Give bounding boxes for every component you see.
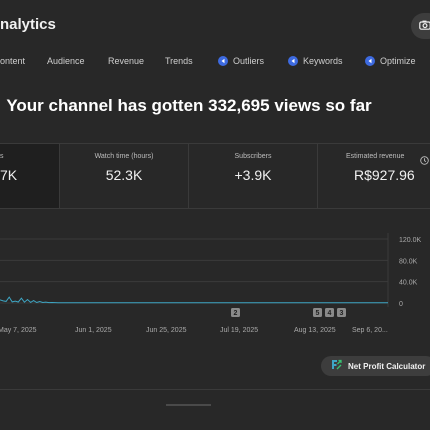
y-tick-label: 80.0K bbox=[399, 258, 418, 265]
tab-label: ontent bbox=[0, 56, 26, 66]
video-marker-label: 2 bbox=[234, 310, 238, 317]
tab-revenue[interactable]: Revenue bbox=[108, 56, 144, 66]
card-divider bbox=[59, 144, 60, 208]
calculator-label: Net Profit Calculator bbox=[348, 361, 426, 371]
metric-value: R$927.96 bbox=[354, 167, 415, 183]
tab-content[interactable]: ontent bbox=[0, 56, 25, 66]
channel-views-headline: Your channel has gotten 332,695 views so… bbox=[6, 96, 372, 115]
video-marker-label: 4 bbox=[328, 310, 332, 317]
tab-label: Revenue bbox=[108, 56, 145, 66]
video-marker-box bbox=[231, 308, 240, 317]
camera-icon bbox=[419, 17, 430, 35]
net-profit-calculator-button[interactable]: Net Profit Calculator bbox=[321, 356, 430, 376]
series-line bbox=[0, 296, 388, 304]
video-marker[interactable]: 2 bbox=[231, 308, 240, 317]
upload-button[interactable] bbox=[411, 13, 430, 39]
metric-value: 7K bbox=[0, 167, 18, 183]
video-marker-box bbox=[313, 308, 322, 317]
x-tick-label: Aug 13, 2025 bbox=[294, 327, 336, 334]
x-tick-label: Jun 25, 2025 bbox=[146, 327, 187, 334]
plugin-icon bbox=[218, 56, 228, 66]
metric-card-views[interactable]: s 7K bbox=[0, 144, 59, 208]
video-marker-label: 5 bbox=[316, 310, 320, 317]
tab-label: Keywords bbox=[303, 56, 343, 66]
metric-cards: s 7K Watch time (hours) 52.3K Subscriber… bbox=[0, 143, 430, 209]
tab-label: Optimize bbox=[380, 56, 416, 66]
video-marker[interactable]: 5 bbox=[313, 308, 322, 317]
plugin-icon bbox=[288, 56, 298, 66]
tab-label: Outliers bbox=[233, 56, 265, 66]
y-tick-label: 40.0K bbox=[399, 280, 418, 287]
metric-value: 52.3K bbox=[105, 167, 143, 183]
video-marker-label: 3 bbox=[340, 310, 344, 317]
bottom-scroll-indicator[interactable] bbox=[166, 404, 211, 406]
y-tick-label: 120.0K bbox=[399, 237, 422, 244]
tab-trends[interactable]: Trends bbox=[165, 56, 193, 66]
metric-value: +3.9K bbox=[234, 167, 272, 183]
tab-bar: ontent Audience Revenue Trends Outliers … bbox=[0, 50, 430, 76]
top-bar: nalytics bbox=[0, 0, 430, 50]
x-tick-label: Sep 6, 20... bbox=[352, 327, 388, 334]
metric-label: Subscribers bbox=[234, 153, 272, 160]
metric-card-subscribers[interactable]: Subscribers +3.9K bbox=[189, 144, 317, 208]
tab-label: Audience bbox=[47, 56, 85, 66]
video-marker[interactable]: 3 bbox=[337, 308, 346, 317]
metric-label: Estimated revenue bbox=[346, 153, 405, 160]
tab-optimize[interactable]: Optimize bbox=[365, 56, 416, 66]
section-divider bbox=[0, 389, 430, 390]
video-marker-box bbox=[325, 308, 334, 317]
info-icon[interactable] bbox=[420, 152, 429, 170]
video-marker[interactable]: 4 bbox=[325, 308, 334, 317]
line-chart: 120.0K 80.0K 40.0K 0 May 7, 2025 Jun 1, 2025 J… bbox=[0, 233, 422, 334]
tab-audience[interactable]: Audience bbox=[47, 56, 85, 66]
tab-label: Trends bbox=[165, 56, 193, 66]
page-title: nalytics bbox=[0, 16, 56, 33]
video-marker-box bbox=[337, 308, 346, 317]
metric-card-revenue[interactable]: Estimated revenue R$927.96 bbox=[318, 144, 430, 208]
x-tick-label: Jul 19, 2025 bbox=[220, 327, 258, 334]
x-tick-label: May 7, 2025 bbox=[0, 327, 37, 334]
plugin-icon bbox=[365, 56, 375, 66]
metric-label: Watch time (hours) bbox=[94, 153, 154, 160]
y-tick-label: 0 bbox=[399, 301, 403, 308]
card-divider bbox=[317, 144, 318, 208]
tab-outliers[interactable]: Outliers bbox=[218, 56, 264, 66]
metric-card-watch-time[interactable]: Watch time (hours) 52.3K bbox=[60, 144, 188, 208]
card-divider bbox=[188, 144, 189, 208]
metric-label: s bbox=[0, 153, 4, 160]
tab-keywords[interactable]: Keywords bbox=[288, 56, 343, 66]
x-tick-label: Jun 1, 2025 bbox=[75, 327, 112, 334]
views-chart: 120.0K 80.0K 40.0K 0 May 7, 2025 Jun 1, 2025 J… bbox=[0, 225, 430, 345]
profit-calc-icon bbox=[331, 357, 342, 375]
